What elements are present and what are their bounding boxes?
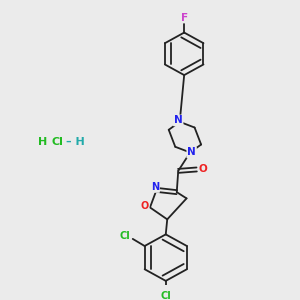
Text: F: F <box>181 13 188 22</box>
Text: N: N <box>174 116 183 125</box>
Text: N: N <box>187 148 196 158</box>
Text: Cl: Cl <box>52 137 64 147</box>
Text: H: H <box>38 137 48 147</box>
Text: O: O <box>199 164 208 175</box>
Text: Cl: Cl <box>160 291 171 300</box>
Text: – H: – H <box>66 137 85 147</box>
Text: O: O <box>140 201 149 211</box>
Text: N: N <box>151 182 159 192</box>
Text: Cl: Cl <box>119 231 130 241</box>
